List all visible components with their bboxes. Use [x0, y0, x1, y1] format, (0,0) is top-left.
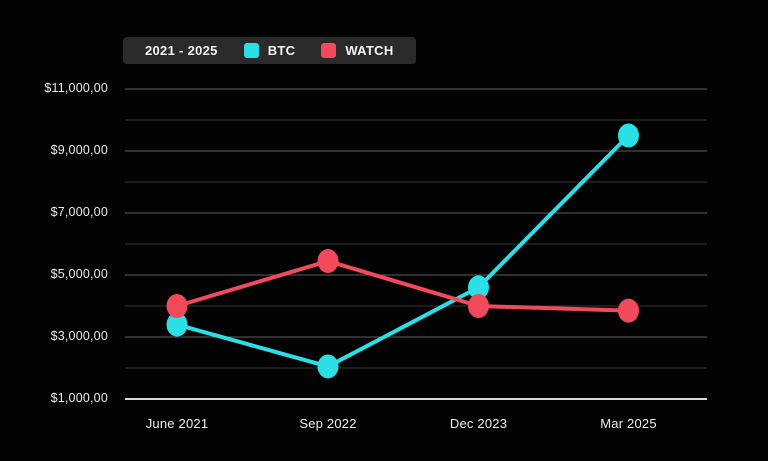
btc-data-point[interactable]: [468, 275, 489, 300]
legend-item-watch[interactable]: WATCH: [321, 43, 393, 58]
x-axis-category-label: June 2021: [145, 416, 209, 431]
legend-period-label: 2021 - 2025: [145, 43, 218, 58]
btc-data-point[interactable]: [618, 123, 639, 148]
y-axis-tick-label: $9,000,00: [50, 143, 108, 157]
legend-item-watch-label: WATCH: [345, 43, 394, 58]
watch-data-point[interactable]: [166, 294, 188, 318]
btc-series-line: [175, 133, 631, 369]
chart-legend: 2021 - 2025 BTC WATCH: [123, 37, 416, 64]
y-axis-tick-label: $11,000,00: [44, 81, 108, 95]
btc-series-swatch-icon: [243, 43, 259, 58]
watch-data-point[interactable]: [618, 298, 639, 323]
x-axis-category-label: Sep 2022: [299, 416, 357, 431]
x-axis-category-label: Dec 2023: [449, 416, 508, 431]
y-axis-tick-label: $1,000,00: [50, 391, 108, 405]
legend-item-btc[interactable]: BTC: [243, 43, 296, 58]
y-axis-tick-label: $3,000,00: [50, 329, 108, 343]
btc-data-point[interactable]: [166, 312, 188, 337]
watch-series-line: [175, 259, 631, 313]
y-axis-tick-label: $5,000,00: [50, 267, 108, 281]
watch-data-point[interactable]: [468, 294, 489, 318]
legend-item-btc-label: BTC: [267, 43, 296, 58]
y-axis-tick-label: $7,000,00: [50, 205, 108, 219]
btc-data-point[interactable]: [317, 354, 339, 379]
watch-series-swatch-icon: [321, 43, 337, 58]
watch-data-point[interactable]: [317, 249, 339, 274]
x-axis-category-label: Mar 2025: [600, 416, 657, 431]
